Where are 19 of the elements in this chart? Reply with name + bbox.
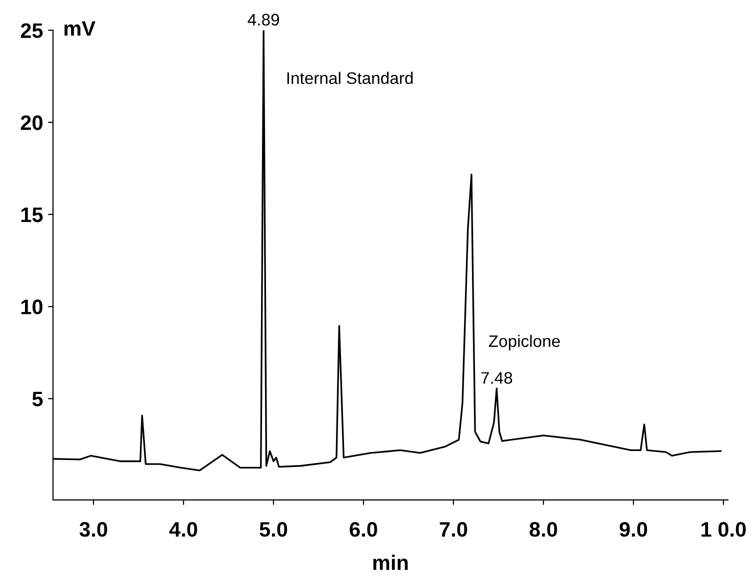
x-tick-label: 8.0: [530, 522, 558, 537]
y-tick-label: 20: [20, 115, 42, 130]
y-tick-label: 10: [21, 300, 42, 314]
x-tick-label: 5.0: [260, 522, 288, 537]
y-tick-label: 25: [20, 23, 43, 38]
annotation: Zopiclone: [488, 334, 560, 350]
x-tick-label: 7.0: [440, 522, 468, 537]
x-tick-label: 3.0: [80, 522, 108, 537]
y-axis-title: mV: [64, 21, 96, 36]
x-tick-label: 1 0.0: [702, 522, 746, 537]
annotation: Internal Standard: [287, 72, 413, 84]
y-tick-label: 5: [32, 392, 43, 406]
annotation: 4.89: [248, 14, 280, 26]
y-tick-label: 15: [21, 208, 43, 222]
x-tick-label: 4.0: [169, 522, 198, 537]
annotation: 7.48: [481, 372, 512, 384]
x-tick-label: 6.0: [350, 522, 378, 537]
x-tick-label: 9.0: [620, 522, 648, 537]
x-axis-title: min: [373, 554, 408, 570]
